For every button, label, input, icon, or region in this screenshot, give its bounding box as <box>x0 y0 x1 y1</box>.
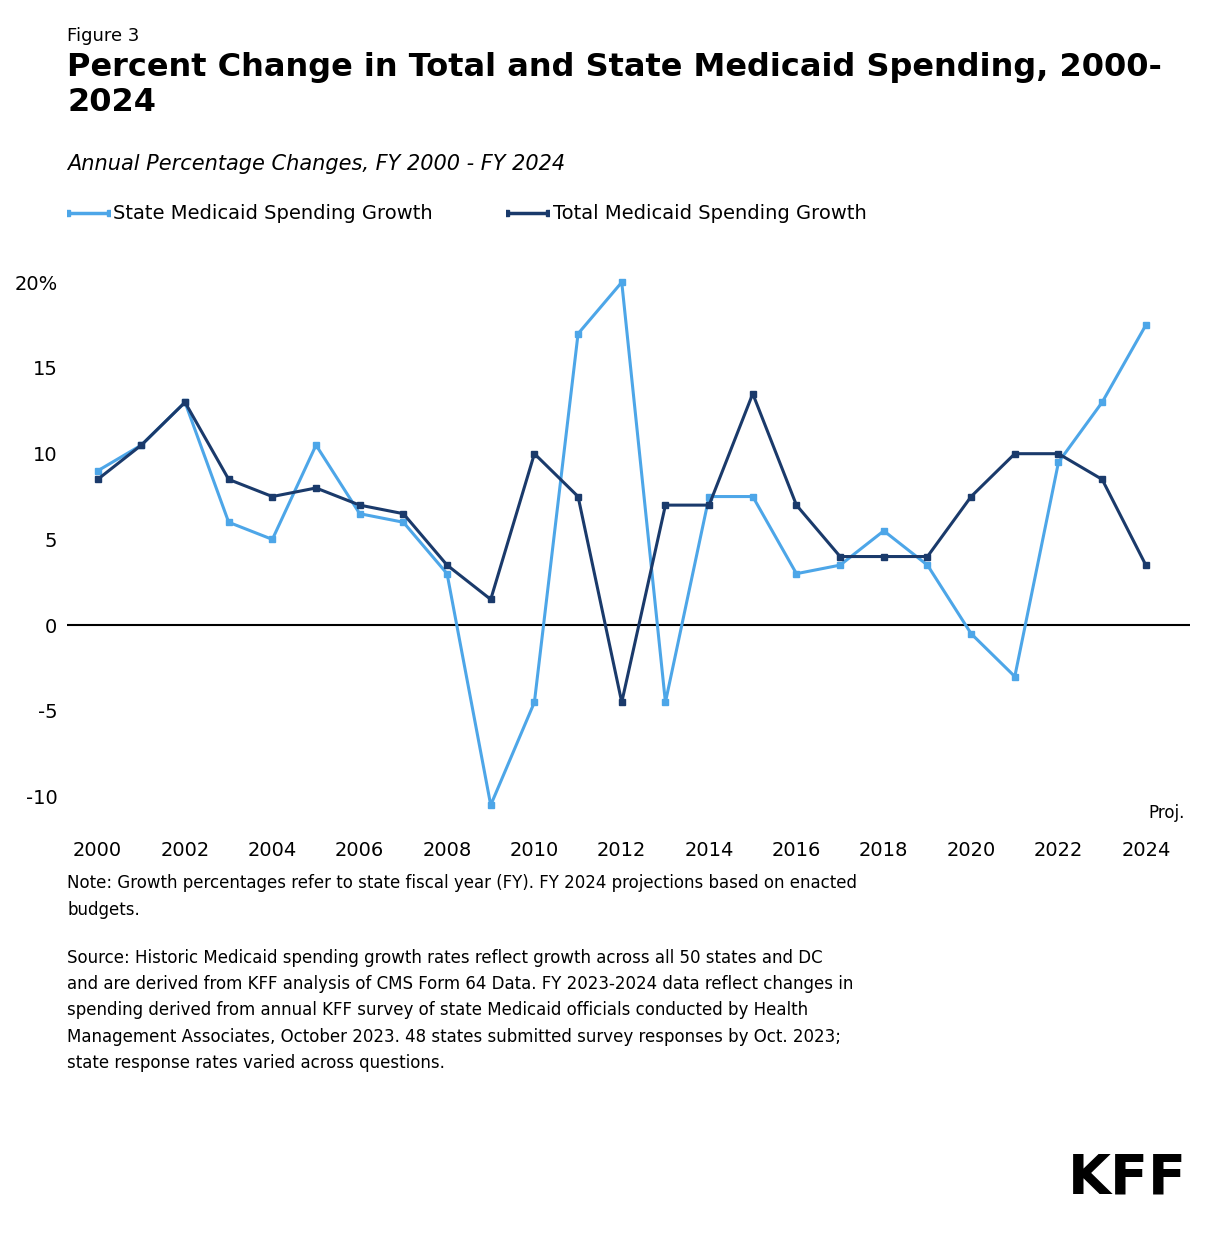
Text: Total Medicaid Spending Growth: Total Medicaid Spending Growth <box>553 203 866 223</box>
Text: KFF: KFF <box>1068 1151 1187 1205</box>
Text: Note: Growth percentages refer to state fiscal year (FY). FY 2024 projections ba: Note: Growth percentages refer to state … <box>67 874 858 919</box>
Text: Percent Change in Total and State Medicaid Spending, 2000-
2024: Percent Change in Total and State Medica… <box>67 52 1161 118</box>
Text: Figure 3: Figure 3 <box>67 27 139 46</box>
Text: Source: Historic Medicaid spending growth rates reflect growth across all 50 sta: Source: Historic Medicaid spending growt… <box>67 949 854 1073</box>
Text: Annual Percentage Changes, FY 2000 - FY 2024: Annual Percentage Changes, FY 2000 - FY … <box>67 154 565 174</box>
Text: Proj.: Proj. <box>1149 805 1185 822</box>
Text: State Medicaid Spending Growth: State Medicaid Spending Growth <box>113 203 433 223</box>
